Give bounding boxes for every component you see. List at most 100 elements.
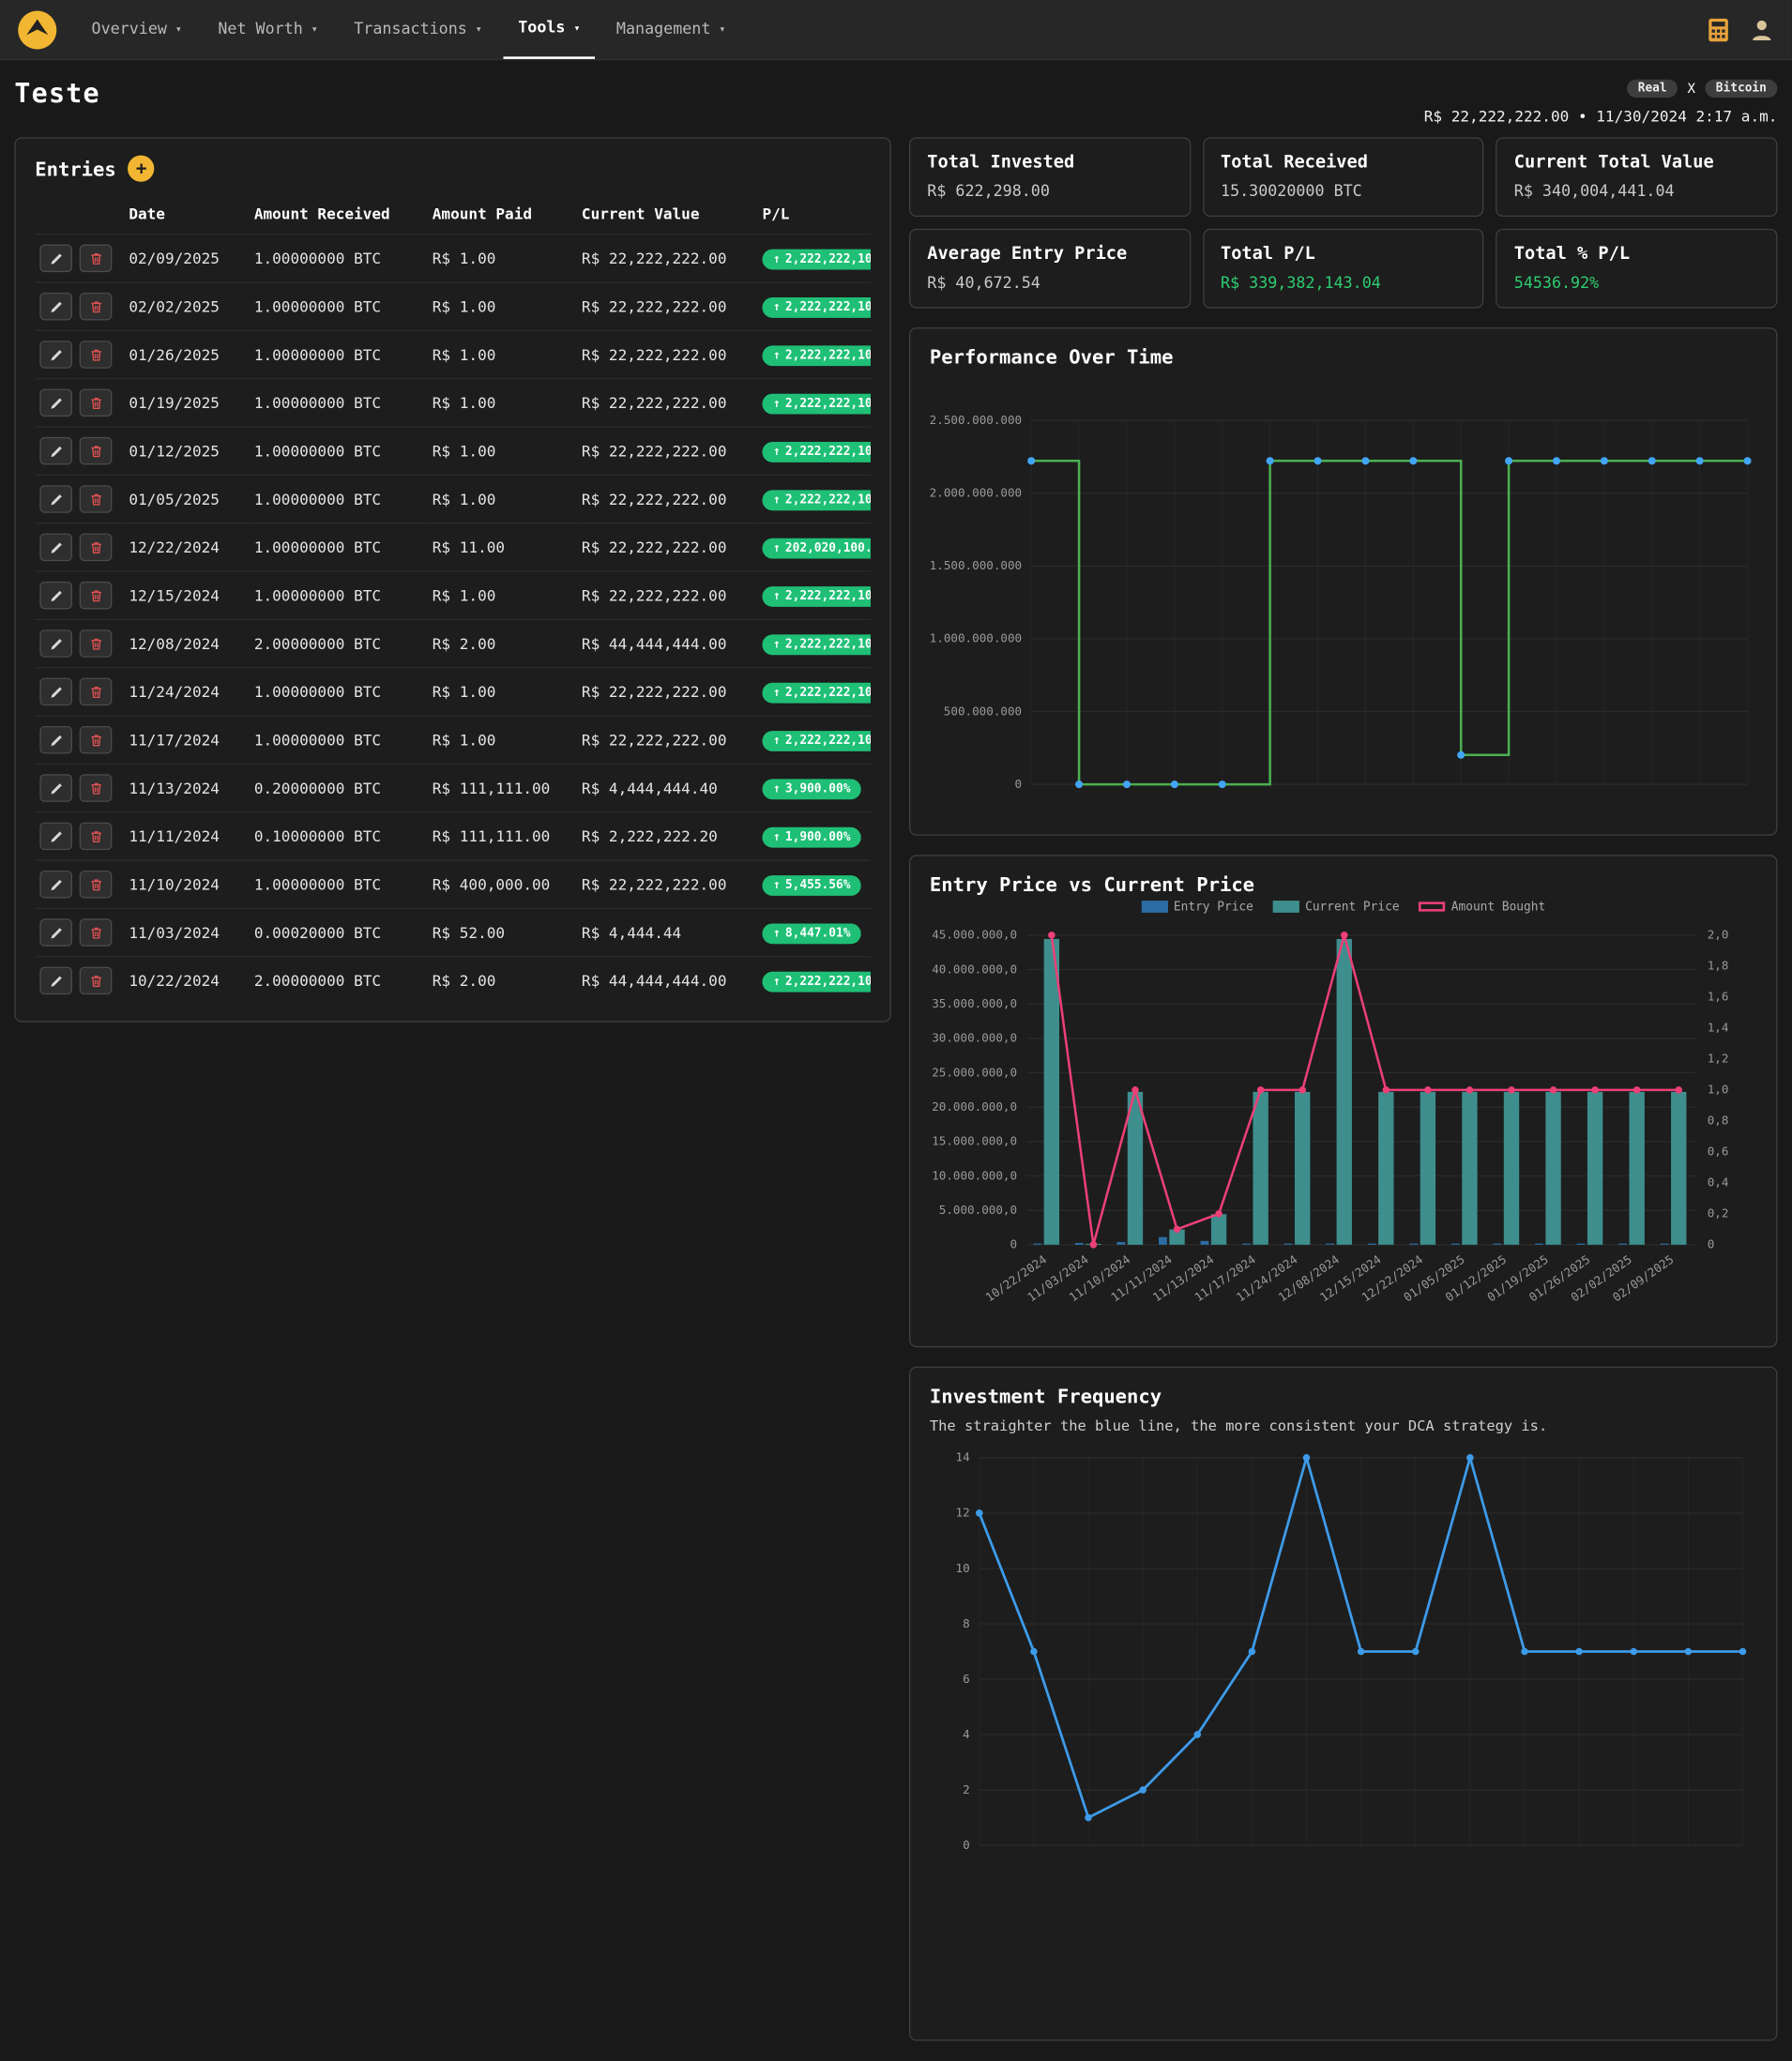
edit-entry-button[interactable]	[39, 292, 73, 321]
pl-badge: ↑ 8,447.01%	[762, 922, 861, 944]
entry-amount-received: 1.00000000 BTC	[249, 859, 428, 909]
edit-entry-button[interactable]	[39, 870, 73, 899]
entry-pl: ↑2,222,222,100.00%	[757, 618, 871, 668]
edit-entry-button[interactable]	[39, 581, 73, 610]
chevron-down-icon: ▾	[175, 23, 182, 36]
trash-icon	[90, 300, 101, 312]
calculator-icon[interactable]	[1705, 16, 1731, 42]
delete-entry-button[interactable]	[79, 581, 113, 610]
legend-item-amount-bought[interactable]: Amount Bought	[1419, 901, 1545, 914]
edit-entry-button[interactable]	[39, 677, 73, 706]
delete-entry-button[interactable]	[79, 725, 113, 754]
actions-column-header	[35, 194, 124, 235]
nav-item-overview[interactable]: Overview ▾	[77, 0, 196, 59]
delete-entry-button[interactable]	[79, 774, 113, 802]
up-arrow-icon: ↑	[773, 926, 781, 940]
legend-item-entry-price[interactable]: Entry Price	[1141, 901, 1253, 914]
svg-text:25.000.000,0: 25.000.000,0	[932, 1065, 1017, 1079]
edit-entry-button[interactable]	[39, 822, 73, 851]
edit-entry-button[interactable]	[39, 725, 73, 754]
entry-pl: ↑ 3,900.00%	[757, 763, 871, 812]
svg-text:35.000.000,0: 35.000.000,0	[932, 996, 1017, 1010]
pencil-icon	[50, 301, 62, 312]
nav-item-management[interactable]: Management ▾	[602, 0, 740, 59]
nav-item-tools[interactable]: Tools ▾	[503, 0, 595, 59]
nav-item-transactions[interactable]: Transactions ▾	[340, 0, 496, 59]
entry-pl: ↑2,222,222,100.00%	[757, 956, 871, 1005]
edit-entry-button[interactable]	[39, 629, 73, 658]
up-arrow-icon: ↑	[773, 637, 781, 651]
trash-icon	[90, 349, 101, 360]
delete-entry-button[interactable]	[79, 966, 113, 995]
entry-amount-received: 1.00000000 BTC	[249, 474, 428, 523]
entry-pl: ↑2,222,222,100.00%	[757, 233, 871, 282]
nav-items: Overview ▾ Net Worth ▾ Transactions ▾ Tools ▾ Ma…	[77, 0, 1686, 59]
entry-date: 11/11/2024	[124, 811, 250, 861]
entry-date: 12/15/2024	[124, 570, 250, 620]
delete-entry-button[interactable]	[79, 485, 113, 513]
app-logo[interactable]	[17, 9, 58, 51]
svg-text:2.000.000.000: 2.000.000.000	[930, 486, 1022, 500]
chevron-down-icon: ▾	[719, 23, 726, 36]
delete-entry-button[interactable]	[79, 533, 113, 562]
entry-date: 11/13/2024	[124, 763, 250, 812]
row-actions	[35, 523, 125, 572]
row-actions	[35, 859, 125, 909]
stat-label: Total Received	[1221, 153, 1368, 173]
svg-text:2,0: 2,0	[1708, 928, 1729, 942]
entries-panel: Entries + Date Amount Received Amount Paid…	[14, 137, 891, 1023]
delete-entry-button[interactable]	[79, 822, 113, 851]
performance-chart-title: Performance Over Time	[929, 345, 1174, 369]
add-entry-button[interactable]: +	[128, 155, 155, 182]
edit-entry-button[interactable]	[39, 436, 73, 465]
entry-pl: ↑2,222,222,100.00%	[757, 378, 871, 428]
pl-badge: ↑202,020,100.00%	[762, 538, 871, 558]
edit-entry-button[interactable]	[39, 341, 73, 369]
table-row: 11/11/2024 0.10000000 BTC R$ 111,111.00 R$ …	[35, 811, 871, 861]
trash-icon	[90, 782, 101, 795]
edit-entry-button[interactable]	[39, 485, 73, 513]
pencil-icon	[50, 397, 62, 409]
delete-entry-button[interactable]	[79, 870, 113, 899]
stat-label: Current Total Value	[1513, 153, 1714, 173]
entry-pl: ↑2,222,222,100.00%	[757, 715, 871, 765]
stat-label: Average Entry Price	[927, 244, 1128, 265]
entry-current-value: R$ 22,222,222.00	[576, 859, 758, 909]
delete-entry-button[interactable]	[79, 388, 113, 417]
table-row: 11/03/2024 0.00020000 BTC R$ 52.00 R$ 4,444…	[35, 907, 871, 957]
pl-badge: ↑2,222,222,100.00%	[762, 489, 871, 510]
row-actions	[35, 281, 125, 331]
delete-entry-button[interactable]	[79, 341, 113, 369]
pl-value: 2,222,222,100.00%	[784, 974, 871, 989]
delete-entry-button[interactable]	[79, 677, 113, 706]
entry-date: 11/03/2024	[124, 907, 250, 957]
delete-entry-button[interactable]	[79, 436, 113, 465]
pl-badge: ↑2,222,222,100.00%	[762, 971, 871, 992]
entry-date: 02/09/2025	[124, 233, 250, 282]
edit-entry-button[interactable]	[39, 774, 73, 802]
entry-amount-paid: R$ 1.00	[427, 426, 577, 476]
entry-date: 10/22/2024	[124, 956, 250, 1005]
delete-entry-button[interactable]	[79, 629, 113, 658]
edit-entry-button[interactable]	[39, 918, 73, 947]
table-row: 02/02/2025 1.00000000 BTC R$ 1.00 R$ 22,222…	[35, 281, 871, 331]
svg-text:2: 2	[963, 1782, 970, 1796]
svg-text:12: 12	[956, 1506, 970, 1520]
entry-amount-received: 0.20000000 BTC	[249, 763, 428, 812]
pencil-icon	[50, 541, 62, 553]
edit-entry-button[interactable]	[39, 244, 73, 273]
edit-entry-button[interactable]	[39, 388, 73, 417]
edit-entry-button[interactable]	[39, 533, 73, 562]
edit-entry-button[interactable]	[39, 966, 73, 995]
delete-entry-button[interactable]	[79, 918, 113, 947]
entry-current-value: R$ 22,222,222.00	[576, 667, 758, 717]
main: Entries + Date Amount Received Amount Paid…	[14, 137, 1778, 2060]
svg-text:40.000.000,0: 40.000.000,0	[932, 962, 1017, 976]
user-icon[interactable]	[1749, 16, 1775, 42]
entry-current-value: R$ 44,444,444.00	[576, 956, 758, 1005]
table-row: 01/05/2025 1.00000000 BTC R$ 1.00 R$ 22,222…	[35, 474, 871, 523]
nav-item-net-worth[interactable]: Net Worth ▾	[204, 0, 332, 59]
delete-entry-button[interactable]	[79, 292, 113, 321]
legend-item-current-price[interactable]: Current Price	[1272, 901, 1400, 914]
delete-entry-button[interactable]	[79, 244, 113, 273]
